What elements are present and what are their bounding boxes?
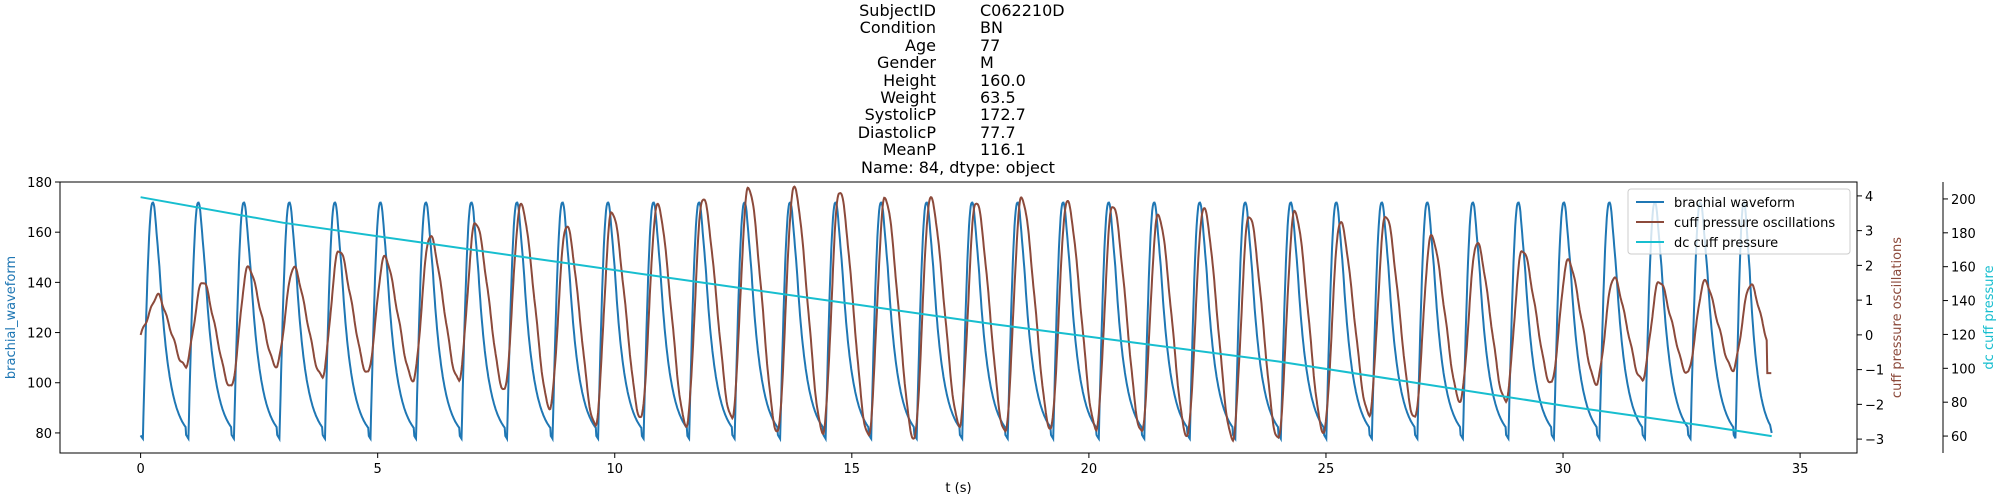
y-right1-tick-label: 2 [1865, 259, 1873, 274]
x-tick-label: 0 [136, 462, 144, 477]
legend-label: dc cuff pressure [1674, 236, 1778, 251]
title-footer: Name: 84, dtype: object [861, 157, 1055, 177]
title-row-key: SystolicP [864, 105, 936, 125]
y-right2-tick-label: 180 [1951, 227, 1976, 242]
y-right2-tick-label: 100 [1951, 362, 1976, 377]
x-axis-label: t (s) [945, 481, 971, 496]
y-right1-tick-label: −1 [1865, 364, 1884, 379]
title-row-key: Age [905, 35, 936, 55]
title-row-value: 116.1 [980, 140, 1026, 160]
x-tick-label: 35 [1792, 462, 1809, 477]
title-row-key: Height [883, 70, 936, 90]
y-right1-tick-label: 0 [1865, 329, 1873, 344]
title-row: SystolicP 172.7 [0, 105, 1916, 125]
y-right2-tick-label: 200 [1951, 193, 1976, 208]
y-right1-tick-label: 1 [1865, 294, 1873, 309]
y-left-tick-label: 160 [27, 226, 52, 241]
title-row-value: 77 [980, 35, 1001, 55]
title-row-value: BN [980, 18, 1003, 38]
y-left-tick-label: 100 [27, 377, 52, 392]
x-tick-label: 20 [1081, 462, 1098, 477]
x-tick-label: 5 [374, 462, 382, 477]
title-row-value: 160.0 [980, 70, 1026, 90]
x-tick-label: 30 [1555, 462, 1572, 477]
y-right2-axis-label: dc cuff pressure [1982, 265, 1997, 369]
title-row: Age 77 [0, 35, 1916, 55]
title-row-key: Weight [880, 88, 936, 107]
title-row: Height 160.0 [0, 70, 1916, 90]
y-right2-tick-label: 160 [1951, 261, 1976, 276]
y-left-tick-label: 140 [27, 276, 52, 291]
y-right1-tick-label: 3 [1865, 225, 1873, 240]
x-tick-label: 15 [844, 462, 861, 477]
plot-frame [59, 181, 1858, 454]
y-right1-tick-label: −3 [1865, 433, 1884, 448]
title-row-key: Condition [859, 18, 936, 38]
y-right2-tick-label: 60 [1951, 430, 1968, 445]
y-right2-tick-label: 80 [1951, 396, 1968, 411]
legend-label: brachial waveform [1674, 196, 1795, 211]
title-row: SubjectID C062210D [0, 1, 1916, 20]
y-left-axis-label: brachial_waveform [4, 256, 19, 379]
title-row-value: 172.7 [980, 105, 1026, 125]
figure-title: SubjectID C062210D Condition BN Age 77 Gender M… [0, 0, 2000, 178]
y-left-tick-label: 80 [35, 427, 52, 442]
title-row: MeanP 116.1 [0, 140, 1916, 160]
y-right1-tick-label: −2 [1865, 398, 1884, 413]
series-line-cuff-pressure-oscillations [139, 185, 1772, 443]
title-row: Gender M [0, 53, 1916, 73]
title-row-value: M [980, 53, 994, 73]
title-row: DiastolicP 77.7 [0, 122, 1916, 142]
y-left-tick-label: 120 [27, 327, 52, 342]
legend: brachial waveform cuff pressure oscillati… [1627, 188, 1851, 255]
y-left-tick-label: 180 [27, 176, 52, 191]
y-right1-axis-label: cuff pressure oscillations [1890, 237, 1905, 398]
title-row-value: 63.5 [980, 88, 1016, 107]
series-line-dc-cuff-pressure [140, 196, 1772, 438]
title-row-key: MeanP [882, 140, 936, 160]
plot-lines [139, 185, 1773, 443]
title-row-key: DiastolicP [857, 122, 936, 142]
y-right1-tick-label: 4 [1865, 190, 1873, 205]
x-tick-label: 25 [1318, 462, 1335, 477]
y-right2-tick-label: 140 [1951, 295, 1976, 310]
title-row: Condition BN [0, 18, 1916, 38]
y-right2-tick-label: 120 [1951, 328, 1976, 343]
title-row-value: 77.7 [980, 122, 1016, 142]
title-row-key: SubjectID [859, 1, 936, 20]
title-row-value: C062210D [980, 1, 1065, 20]
x-tick-label: 10 [606, 462, 623, 477]
title-row: Weight 63.5 [0, 88, 1916, 107]
legend-label: cuff pressure oscillations [1674, 216, 1835, 231]
legend-box [1627, 188, 1851, 255]
title-row-key: Gender [877, 53, 936, 73]
series-line-brachial-waveform [139, 200, 1773, 443]
